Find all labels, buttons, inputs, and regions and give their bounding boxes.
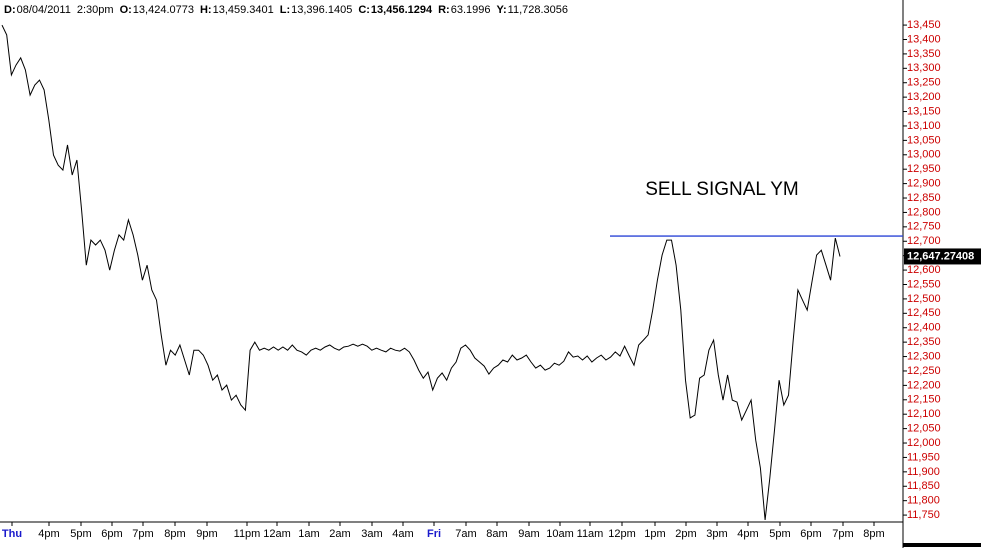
y-tick-label: 12,250: [907, 365, 941, 377]
y-tick-label: 13,200: [907, 91, 941, 103]
y-tick-label: 13,150: [907, 105, 941, 117]
x-tick-label: 9pm: [196, 528, 217, 540]
header-item: 2:30pm: [77, 4, 114, 16]
y-tick-label: 11,850: [907, 480, 940, 492]
header-value: 63.1996: [450, 4, 491, 16]
y-tick-label: 13,400: [907, 33, 941, 45]
x-tick-label: 10am: [546, 528, 574, 540]
y-tick-label: 11,900: [907, 466, 940, 478]
x-tick-label: 3am: [361, 528, 382, 540]
header-key: O:: [119, 4, 132, 16]
x-tick-label: 2pm: [675, 528, 696, 540]
price-line: [1, 24, 841, 521]
header-key: R:: [438, 4, 450, 16]
y-tick-label: 11,750: [907, 509, 940, 521]
y-tick-label: 12,350: [907, 336, 941, 348]
x-tick-label: 3pm: [706, 528, 727, 540]
annotation: SELL SIGNAL YM: [645, 179, 798, 200]
x-tick-label: 7pm: [132, 528, 153, 540]
header-value: 11,728.3056: [507, 4, 569, 16]
x-tick-label: 7am: [455, 528, 476, 540]
x-tick-label: 8pm: [863, 528, 884, 540]
y-tick-label: 13,250: [907, 77, 941, 89]
header-item: H:13,459.3401: [200, 4, 274, 16]
x-tick-label: 8pm: [164, 528, 185, 540]
x-tick-label: Fri: [427, 528, 441, 540]
x-tick-label: 5pm: [70, 528, 91, 540]
y-tick-label: 13,450: [907, 19, 941, 31]
x-tick-label: 4pm: [737, 528, 758, 540]
y-tick-label: 12,900: [907, 178, 941, 190]
header-item: C:13,456.1294: [358, 4, 432, 16]
header-value: 13,396.1405: [291, 4, 353, 16]
y-tick-label: 13,300: [907, 62, 941, 74]
x-tick-label: 6pm: [800, 528, 821, 540]
header-item: L:13,396.1405: [280, 4, 353, 16]
header-key: D:: [4, 4, 16, 16]
y-tick-label: 11,800: [907, 495, 940, 507]
header-value: 13,459.3401: [212, 4, 274, 16]
header-key: H:: [199, 4, 212, 16]
header-value: 08/04/2011: [16, 4, 71, 16]
y-tick-label: 12,550: [907, 278, 941, 290]
x-tick-label: 9am: [518, 528, 539, 540]
y-tick-label: 12,000: [907, 437, 941, 449]
header-item: Y:11,728.3056: [496, 4, 568, 16]
header-key: Y:: [496, 4, 507, 16]
y-tick-label: 12,500: [907, 293, 941, 305]
header-key: C:: [358, 4, 370, 16]
x-tick-label: 7pm: [832, 528, 853, 540]
y-tick-label: 12,750: [907, 221, 941, 233]
y-tick-label: 12,200: [907, 379, 941, 391]
header-item: D:08/04/2011: [4, 4, 71, 16]
y-tick-label: 12,300: [907, 350, 941, 362]
x-tick-label: 4am: [392, 528, 413, 540]
y-tick-label: 12,050: [907, 423, 941, 435]
y-tick-label: 13,100: [907, 120, 941, 132]
x-tick-label: 6pm: [101, 528, 122, 540]
y-tick-label: 12,150: [907, 394, 941, 406]
y-tick-label: 12,600: [907, 264, 941, 276]
header-value: 13,424.0773: [132, 4, 194, 16]
last-price-box: [904, 248, 981, 265]
x-tick-label: 8am: [486, 528, 507, 540]
y-tick-label: 13,000: [907, 149, 941, 161]
header: D:08/04/2011 2:30pm O:13,424.0773 H:13,459.…: [4, 4, 574, 16]
y-tick-label: 13,050: [907, 134, 941, 146]
y-tick-label: 13,350: [907, 48, 941, 60]
y-tick-label: 12,950: [907, 163, 941, 175]
y-tick-label: 12,400: [907, 322, 941, 334]
plot-area: [0, 0, 903, 522]
x-tick-label: 12am: [263, 528, 291, 540]
x-tick-label: 2am: [329, 528, 350, 540]
y-tick-label: 12,700: [907, 235, 941, 247]
y-tick-label: 12,800: [907, 206, 941, 218]
x-tick-label: 11pm: [234, 528, 261, 540]
header-value: 13,456.1294: [370, 4, 433, 16]
y-tick-label: 12,850: [907, 192, 941, 204]
header-value: 2:30pm: [76, 4, 114, 16]
x-tick-label: 12pm: [608, 528, 636, 540]
y-tick-label: 12,100: [907, 408, 941, 420]
header-key: L:: [279, 4, 291, 16]
y-tick-label: 12,450: [907, 307, 941, 319]
x-tick-label: 5pm: [769, 528, 790, 540]
y-tick-label: 11,950: [907, 451, 940, 463]
x-tick-label: 1am: [298, 528, 319, 540]
header-item: R:63.1996: [438, 4, 490, 16]
x-tick-label: 1pm: [644, 528, 665, 540]
header-item: O:13,424.0773: [120, 4, 194, 16]
x-tick-label: 11am: [577, 528, 604, 540]
x-tick-label: Thu: [2, 528, 22, 540]
x-tick-label: 4pm: [38, 528, 59, 540]
last-price-label: 12,647.27408: [907, 250, 974, 262]
